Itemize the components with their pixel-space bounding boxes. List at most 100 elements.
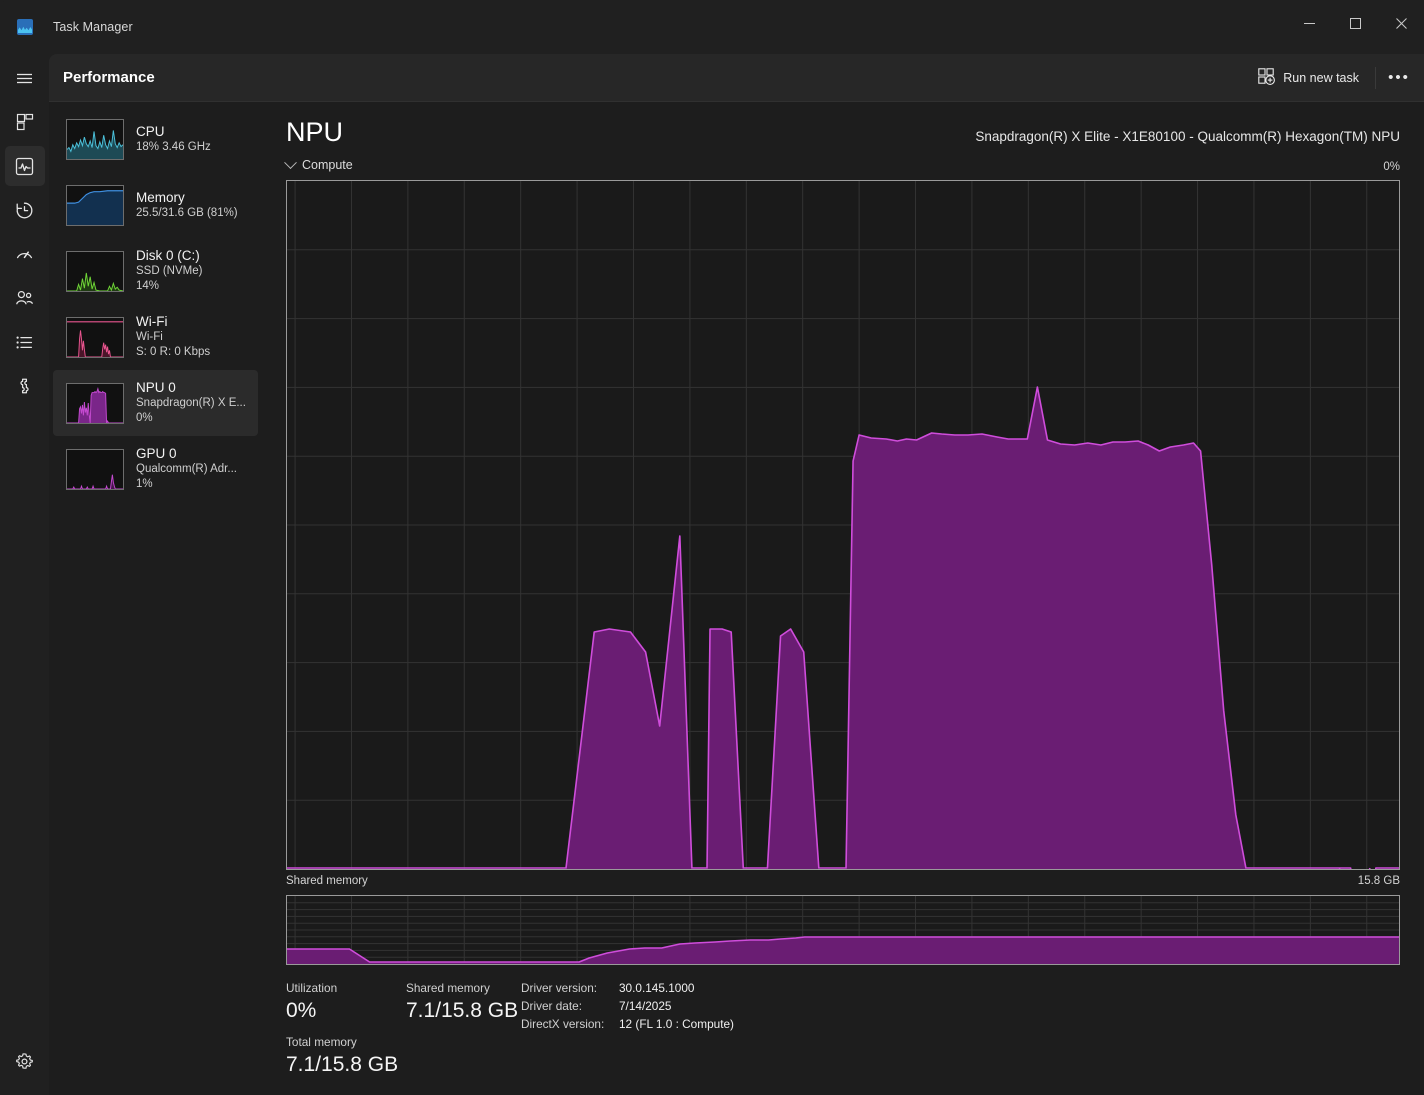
sidebar-item-users[interactable] (5, 278, 45, 318)
graph-pane: NPU Snapdragon(R) X Elite - X1E80100 - Q… (262, 102, 1424, 1095)
sidebar-item-processes[interactable] (5, 102, 45, 142)
utilization-stat: Utilization 0% Total memory 7.1/15.8 GB (286, 979, 406, 1079)
nav-rail (0, 54, 49, 1095)
driver-date-value: 7/14/2025 (619, 999, 672, 1013)
more-options-button[interactable]: ••• (1388, 69, 1410, 86)
chart-gridlines (287, 181, 1399, 869)
device-sub2: S: 0 R: 0 Kbps (136, 346, 211, 358)
sidebar-item-settings[interactable] (5, 1041, 45, 1081)
utilization-value: 0% (286, 999, 317, 1022)
device-name: NPU 0 (136, 380, 176, 395)
shared-memory-stat: Shared memory 7.1/15.8 GB (406, 979, 521, 1079)
device-item-gpu-0[interactable]: GPU 0 Qualcomm(R) Adr... 1% (53, 436, 258, 502)
engine-selector[interactable]: Compute (284, 155, 353, 172)
device-name: Memory (136, 189, 185, 205)
device-item-text: Memory 25.5/31.6 GB (81%) (136, 190, 238, 221)
driver-date-row: Driver date: 7/14/2025 (521, 997, 734, 1015)
shared-memory-chart-svg (287, 896, 1399, 964)
driver-info: Driver version: 30.0.145.1000 Driver dat… (521, 979, 734, 1079)
app-history-icon (15, 201, 34, 220)
engine-label: Compute (302, 158, 353, 172)
disk-thumbnail-graph (66, 250, 124, 292)
run-new-task-button[interactable]: Run new task (1248, 62, 1369, 94)
users-icon (15, 289, 34, 308)
device-item-npu-0[interactable]: NPU 0 Snapdragon(R) X E... 0% (53, 370, 258, 436)
command-bar-separator (1375, 66, 1376, 89)
shared-memory-stat-value: 7.1/15.8 GB (406, 999, 519, 1022)
npu-thumbnail-graph (66, 382, 124, 424)
device-sub1: 25.5/31.6 GB (81%) (136, 206, 238, 219)
directx-version-value: 12 (FL 1.0 : Compute) (619, 1017, 734, 1031)
device-list: CPU 18% 3.46 GHz Memory (49, 102, 262, 1095)
new-task-icon (1258, 67, 1276, 88)
window-body: Performance Run new task (0, 54, 1424, 1095)
directx-version-label: DirectX version: (521, 1017, 605, 1031)
total-memory-value: 7.1/15.8 GB (286, 1053, 399, 1076)
device-item-wifi[interactable]: Wi-Fi Wi-Fi S: 0 R: 0 Kbps (53, 304, 258, 370)
utilization-label: Utilization (286, 981, 338, 995)
run-new-task-label: Run new task (1283, 70, 1359, 85)
device-item-cpu[interactable]: CPU 18% 3.46 GHz (53, 106, 258, 172)
device-sub2: 14% (136, 280, 160, 292)
graph-max-label: 0% (1383, 160, 1400, 173)
driver-version-value: 30.0.145.1000 (619, 981, 695, 995)
content-panel: Performance Run new task (49, 54, 1424, 1095)
total-memory-label: Total memory (286, 1035, 357, 1049)
device-item-text: NPU 0 Snapdragon(R) X E... 0% (136, 380, 246, 426)
npu-line (287, 386, 1399, 869)
command-bar: Performance Run new task (49, 54, 1424, 102)
npu-chart-svg (287, 181, 1399, 869)
device-item-memory[interactable]: Memory 25.5/31.6 GB (81%) (53, 172, 258, 238)
task-manager-icon (17, 19, 33, 35)
device-sub1: Qualcomm(R) Adr... (136, 463, 237, 475)
details-icon (15, 333, 34, 352)
sidebar-item-performance[interactable] (4, 146, 45, 186)
device-sub1: 18% 3.46 GHz (136, 140, 211, 153)
device-sub2: 0% (136, 412, 153, 424)
device-name: CPU (136, 123, 165, 139)
sidebar-item-details[interactable] (5, 322, 45, 362)
page-title: Performance (63, 69, 155, 86)
maximize-button[interactable] (1332, 0, 1378, 46)
shared-memory-area (287, 937, 1399, 964)
driver-version-label: Driver version: (521, 981, 598, 995)
title-bar: Task Manager (0, 0, 1424, 54)
shared-memory-header: Shared memory 15.8 GB (286, 870, 1400, 895)
window-title: Task Manager (53, 20, 133, 34)
performance-body: CPU 18% 3.46 GHz Memory (49, 102, 1424, 1095)
close-button[interactable] (1378, 0, 1424, 46)
npu-device-name: Snapdragon(R) X Elite - X1E80100 - Qualc… (975, 129, 1400, 144)
cpu-thumbnail-graph (66, 118, 124, 160)
shared-memory-chart (286, 895, 1400, 965)
directx-version-row: DirectX version: 12 (FL 1.0 : Compute) (521, 1015, 734, 1033)
wifi-thumbnail-graph (66, 316, 124, 358)
processes-icon (16, 113, 34, 131)
memory-thumbnail-graph (66, 184, 124, 226)
stats-row: Utilization 0% Total memory 7.1/15.8 GB … (286, 965, 1400, 1079)
graph-header: NPU Snapdragon(R) X Elite - X1E80100 - Q… (286, 116, 1400, 158)
device-item-text: Disk 0 (C:) SSD (NVMe) 14% (136, 248, 202, 294)
sidebar-item-startup-apps[interactable] (5, 234, 45, 274)
device-sub2: 1% (136, 478, 153, 490)
device-item-text: CPU 18% 3.46 GHz (136, 124, 211, 155)
hamburger-menu-icon[interactable] (5, 58, 45, 98)
sidebar-item-services[interactable] (5, 366, 45, 406)
npu-utilization-chart (286, 180, 1400, 870)
device-name: Wi-Fi (136, 314, 168, 329)
shared-memory-stat-label: Shared memory (406, 981, 490, 995)
device-sub1: Snapdragon(R) X E... (136, 397, 246, 409)
device-item-text: Wi-Fi Wi-Fi S: 0 R: 0 Kbps (136, 314, 210, 360)
shared-memory-label: Shared memory (286, 875, 368, 887)
device-name: Disk 0 (C:) (136, 248, 200, 263)
device-item-disk-0[interactable]: Disk 0 (C:) SSD (NVMe) 14% (53, 238, 258, 304)
sidebar-item-app-history[interactable] (5, 190, 45, 230)
device-item-text: GPU 0 Qualcomm(R) Adr... 1% (136, 446, 237, 492)
minimize-button[interactable] (1286, 0, 1332, 46)
shared-memory-max: 15.8 GB (1357, 875, 1400, 887)
stat-spacer (286, 1025, 406, 1033)
shared-memory-line (287, 936, 1399, 963)
gpu-thumbnail-graph (66, 448, 124, 490)
window-controls (1286, 0, 1424, 46)
performance-icon (15, 157, 34, 176)
